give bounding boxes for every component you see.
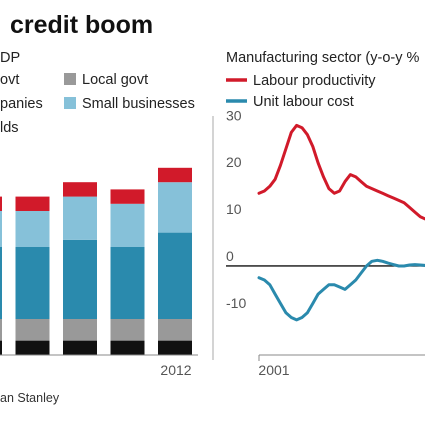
right-legend: Labour productivity Unit labour cost bbox=[226, 73, 376, 110]
right-y-ticks: -10 0 10 20 30 bbox=[226, 107, 425, 311]
right-y-tick-10: 10 bbox=[226, 201, 242, 217]
right-y-tick-0: 0 bbox=[226, 248, 234, 264]
bar-segment-small-businesses-2 bbox=[15, 211, 50, 247]
right-x-tick-2001: 2001 bbox=[258, 362, 289, 378]
bar-segment-households-5 bbox=[158, 167, 192, 183]
left-legend: ovt Local govt panies Small businesses l… bbox=[0, 72, 195, 136]
legend-label-unit-labour-cost: Unit labour cost bbox=[253, 94, 354, 110]
bar-segment-local-govt-4 bbox=[110, 319, 145, 341]
legend-label-local-govt: Local govt bbox=[82, 72, 148, 88]
legend-label-small-businesses: Small businesses bbox=[82, 96, 195, 112]
bar-segment-small-businesses-4 bbox=[110, 203, 145, 247]
legend-label-companies: panies bbox=[0, 96, 43, 112]
left-units-label: DP bbox=[0, 50, 20, 66]
bar-segment-companies-3 bbox=[63, 239, 97, 319]
line-plot bbox=[257, 123, 425, 322]
bar-segment-households-1 bbox=[0, 196, 2, 211]
legend-swatch-small-businesses bbox=[64, 97, 76, 109]
bar-segment-govt-1 bbox=[0, 340, 2, 355]
bar-segment-govt-5 bbox=[158, 340, 192, 355]
bar-segment-local-govt-3 bbox=[63, 319, 97, 341]
legend-label-labour-productivity: Labour productivity bbox=[253, 73, 376, 89]
source-note: an Stanley bbox=[0, 391, 60, 405]
right-chart-title: Manufacturing sector (y-o-y % bbox=[226, 50, 420, 66]
bar-segment-local-govt-5 bbox=[158, 319, 192, 341]
bar-segment-households-3 bbox=[63, 182, 97, 197]
legend-swatch-local-govt bbox=[64, 73, 76, 85]
series-line-unit-labour-cost bbox=[257, 258, 425, 322]
bar-segment-households-4 bbox=[110, 189, 145, 204]
bar-segment-local-govt-2 bbox=[15, 319, 50, 341]
bar-segment-companies-4 bbox=[110, 247, 145, 319]
right-y-tick-20: 20 bbox=[226, 154, 242, 170]
bar-segment-small-businesses-1 bbox=[0, 211, 2, 247]
right-y-tick--10: -10 bbox=[226, 295, 246, 311]
bar-segment-companies-2 bbox=[15, 247, 50, 319]
right-y-tick-30: 30 bbox=[226, 107, 242, 123]
headline: credit boom bbox=[10, 11, 153, 39]
stacked-bar-plot bbox=[0, 167, 192, 355]
bar-segment-households-2 bbox=[15, 196, 50, 211]
bar-segment-companies-5 bbox=[158, 232, 192, 319]
bar-segment-companies-1 bbox=[0, 247, 2, 319]
bar-segment-govt-2 bbox=[15, 340, 50, 355]
bar-segment-local-govt-1 bbox=[0, 319, 2, 341]
bar-segment-govt-3 bbox=[63, 340, 97, 355]
left-x-tick-2012: 2012 bbox=[160, 362, 191, 378]
legend-label-govt: ovt bbox=[0, 72, 19, 88]
bar-segment-small-businesses-5 bbox=[158, 182, 192, 233]
legend-label-households: lds bbox=[0, 120, 19, 136]
bar-segment-govt-4 bbox=[110, 340, 145, 355]
series-line-labour-productivity bbox=[257, 123, 425, 221]
bar-segment-small-businesses-3 bbox=[63, 196, 97, 240]
